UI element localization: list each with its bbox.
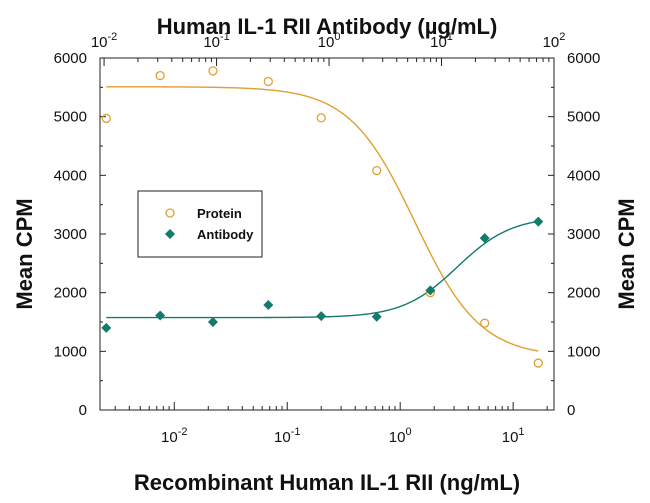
data-point-antibody [533,216,544,227]
y-tick-label-right: 2000 [567,285,600,302]
data-point-antibody [425,285,436,296]
legend-antibody-marker [165,229,175,239]
data-points [101,66,544,368]
legend-protein-label: Protein [197,206,242,221]
data-point-antibody [479,233,490,244]
data-point-protein [316,113,326,123]
top-tick-label: 100 [318,31,341,51]
legend-antibody-label: Antibody [197,227,254,242]
x-tick-label: 101 [502,426,525,446]
legend-protein-marker [165,208,175,218]
y-tick-label-right: 0 [567,402,575,419]
legend-box [137,190,263,258]
fit-curve-protein [106,86,539,352]
data-point-antibody [207,317,218,327]
data-point-antibody [263,299,274,310]
x-tick-label: 100 [389,426,412,446]
y-tick-label-left: 5000 [54,109,87,126]
x-tick-label: 10-2 [161,426,187,446]
data-point-protein [155,70,165,81]
top-tick-label: 10-2 [91,31,117,51]
data-point-protein [533,358,543,368]
y-tick-label-right: 1000 [567,343,600,360]
data-point-protein [263,76,273,87]
data-point-antibody [316,311,327,322]
y-tick-label-right: 4000 [567,167,600,184]
y-tick-label-left: 3000 [54,226,87,243]
x-tick-label: 10-1 [274,426,300,446]
x-axis-label: Recombinant Human IL-1 RII (ng/mL) [134,470,520,495]
y-tick-label-left: 0 [79,402,87,419]
y-tick-label-left: 6000 [54,50,87,67]
top-tick-label: 102 [543,31,566,51]
data-point-protein [101,113,111,124]
data-point-protein [208,66,218,76]
y-tick-label-right: 3000 [567,226,600,243]
top-tick-label: 10-1 [203,31,229,51]
data-point-antibody [101,322,112,333]
y2-axis-label: Mean CPM [614,198,639,309]
data-point-protein [480,318,490,328]
axis-ticks: 0 0 1000 1000 2000 2000 3000 3000 4000 4000 5000 50… [54,31,601,446]
data-point-protein [372,165,382,176]
data-point-antibody [155,310,166,321]
y-tick-label-right: 5000 [567,109,600,126]
y-axis-label: Mean CPM [12,198,37,309]
y-tick-label-left: 2000 [54,285,87,302]
y-tick-label-left: 1000 [54,343,87,360]
data-point-antibody [371,311,382,322]
y-tick-label-left: 4000 [54,167,87,184]
y-tick-label-right: 6000 [567,50,600,67]
top-tick-label: 101 [430,31,453,51]
chart-title: Human IL-1 RII Antibody (µg/mL) [157,14,498,39]
legend: Protein Antibody [137,190,263,258]
